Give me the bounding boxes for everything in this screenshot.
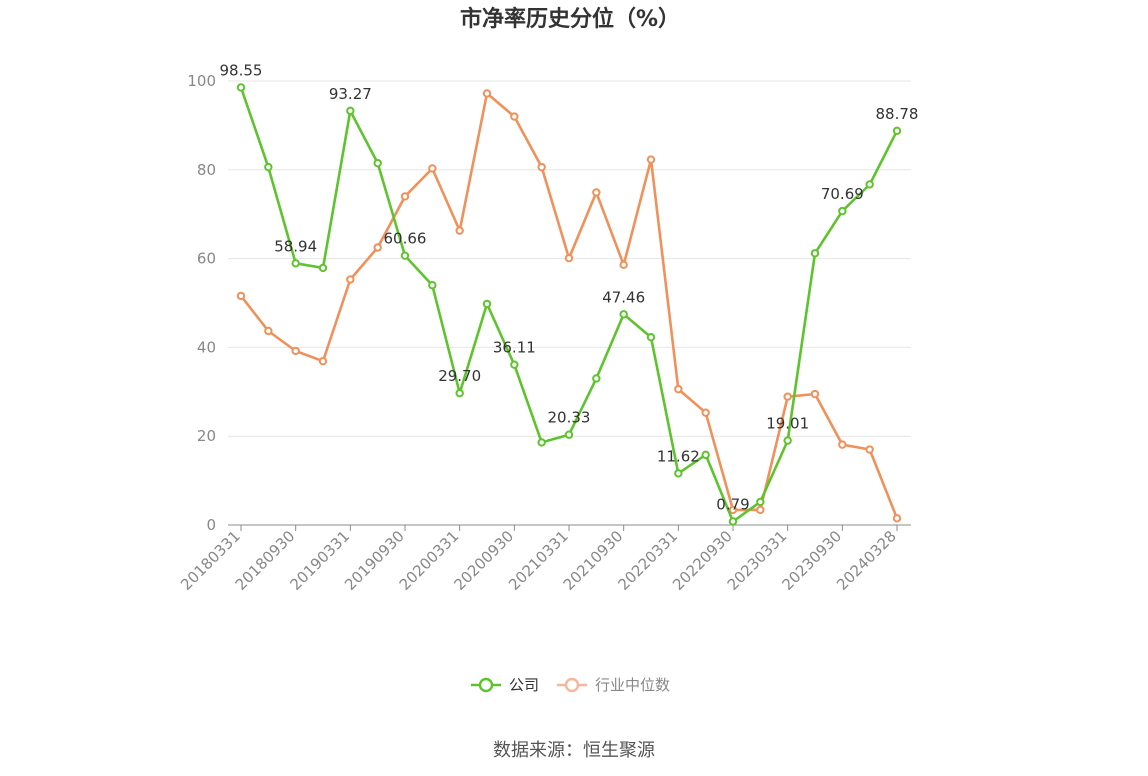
legend-label: 行业中位数 <box>595 676 670 694</box>
data-point <box>482 299 492 309</box>
data-point <box>373 158 382 168</box>
data-label: 0.79 <box>716 495 749 513</box>
data-point <box>455 226 464 235</box>
data-point <box>564 253 574 263</box>
data-label: 93.27 <box>329 85 372 103</box>
data-label: 70.69 <box>821 185 864 203</box>
x-tick-label: 20240328 <box>833 527 900 594</box>
data-point <box>865 180 874 189</box>
data-label: 36.11 <box>493 339 536 357</box>
data-point <box>291 259 300 268</box>
legend-marker <box>564 677 580 693</box>
y-tick-label: 100 <box>187 72 216 90</box>
data-point <box>728 505 738 515</box>
data-point <box>810 389 820 399</box>
data-point <box>810 249 820 258</box>
data-point <box>674 469 683 478</box>
data-point <box>892 514 902 523</box>
data-label: 58.94 <box>274 237 317 255</box>
legend-marker <box>478 677 494 693</box>
data-point <box>756 497 765 507</box>
legend-item-0[interactable]: 公司 <box>471 676 539 694</box>
legend-item-1[interactable]: 行业中位数 <box>557 676 670 694</box>
data-label: 98.55 <box>220 61 263 79</box>
data-point <box>564 430 574 439</box>
data-point <box>838 440 847 449</box>
data-label: 11.62 <box>657 447 700 465</box>
data-point <box>783 436 792 445</box>
data-point <box>400 192 410 201</box>
data-point <box>646 332 656 342</box>
data-point <box>619 260 628 270</box>
data-source-note: 数据来源：恒生聚源 <box>493 740 655 761</box>
y-tick-label: 60 <box>197 250 216 268</box>
data-point <box>318 356 328 366</box>
data-point <box>510 360 519 369</box>
data-point <box>264 162 273 172</box>
legend[interactable]: 公司 行业中位数 <box>471 676 670 694</box>
y-tick-label: 0 <box>206 516 216 534</box>
data-point <box>346 275 355 284</box>
data-point <box>592 374 601 383</box>
series-line-0 <box>239 86 899 523</box>
data-point <box>373 243 382 252</box>
data-point <box>400 251 410 260</box>
data-label: 88.78 <box>876 105 919 123</box>
data-point <box>510 112 519 121</box>
data-point <box>728 517 738 526</box>
data-point <box>592 188 601 197</box>
chart-title: 市净率历史分位（%） <box>460 6 680 32</box>
y-tick-label: 20 <box>197 427 216 445</box>
axes: 0204060801002018033120180930201903312019… <box>177 72 911 594</box>
data-point <box>646 155 656 164</box>
data-point <box>838 206 847 216</box>
data-point <box>264 326 273 336</box>
data-label: 29.70 <box>438 367 481 385</box>
data-point <box>619 310 628 319</box>
data-labels: 98.55 58.94 93.27 60.66 29.70 36.11 20.33 47.46… <box>220 61 919 513</box>
data-point <box>674 384 683 394</box>
data-point <box>236 291 246 301</box>
data-point <box>291 346 300 356</box>
data-point <box>537 162 546 172</box>
data-label: 20.33 <box>548 409 591 427</box>
data-point <box>428 164 437 173</box>
y-tick-label: 40 <box>197 338 216 356</box>
data-label: 19.01 <box>766 415 809 433</box>
data-point <box>756 505 765 515</box>
data-point <box>346 106 355 116</box>
data-point <box>701 408 710 417</box>
data-point <box>482 89 492 98</box>
data-point <box>428 281 437 290</box>
data-point <box>236 83 246 92</box>
series-line-1 <box>239 92 899 519</box>
y-tick-label: 80 <box>197 161 216 179</box>
data-point <box>701 450 710 460</box>
data-point <box>892 126 902 136</box>
data-point <box>865 445 874 454</box>
data-point <box>318 263 328 273</box>
data-point <box>783 392 792 401</box>
data-label: 47.46 <box>602 288 645 306</box>
data-point <box>537 438 546 447</box>
series-lines <box>236 83 902 526</box>
data-label: 60.66 <box>384 230 427 248</box>
legend-label: 公司 <box>509 676 539 694</box>
data-point <box>455 388 464 398</box>
